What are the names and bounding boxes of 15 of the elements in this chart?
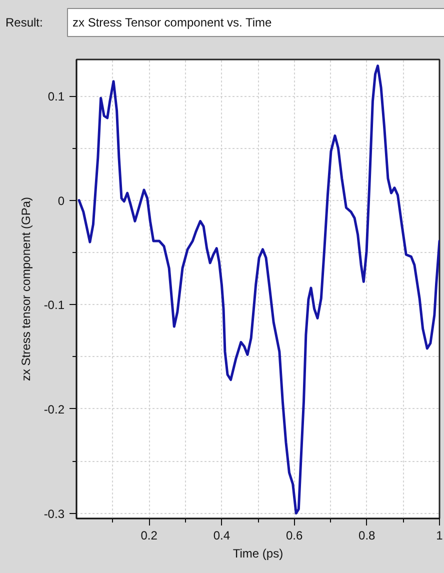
x-tick-label: 0.4 (213, 528, 230, 542)
x-tick-label: 0.2 (140, 528, 158, 542)
y-tick-label: -0.1 (44, 298, 65, 312)
x-axis-title: Time (ps) (232, 546, 284, 560)
y-tick-label: -0.2 (44, 402, 65, 416)
y-tick-label: 0 (58, 194, 65, 208)
line-series (78, 64, 440, 515)
text: Result: (6, 16, 43, 30)
x-tick-label: 0.8 (358, 528, 376, 542)
y-tick-label: -0.3 (44, 506, 65, 521)
y-axis-title: zx Stress tensor component (GPa) (18, 196, 33, 382)
x-tick-label: 0.6 (286, 528, 303, 542)
x-tick-label: 1 (436, 528, 444, 542)
chart-title: zx Stress Tensor component vs. Time (72, 16, 272, 30)
y-tick-label: 0.1 (48, 90, 65, 104)
